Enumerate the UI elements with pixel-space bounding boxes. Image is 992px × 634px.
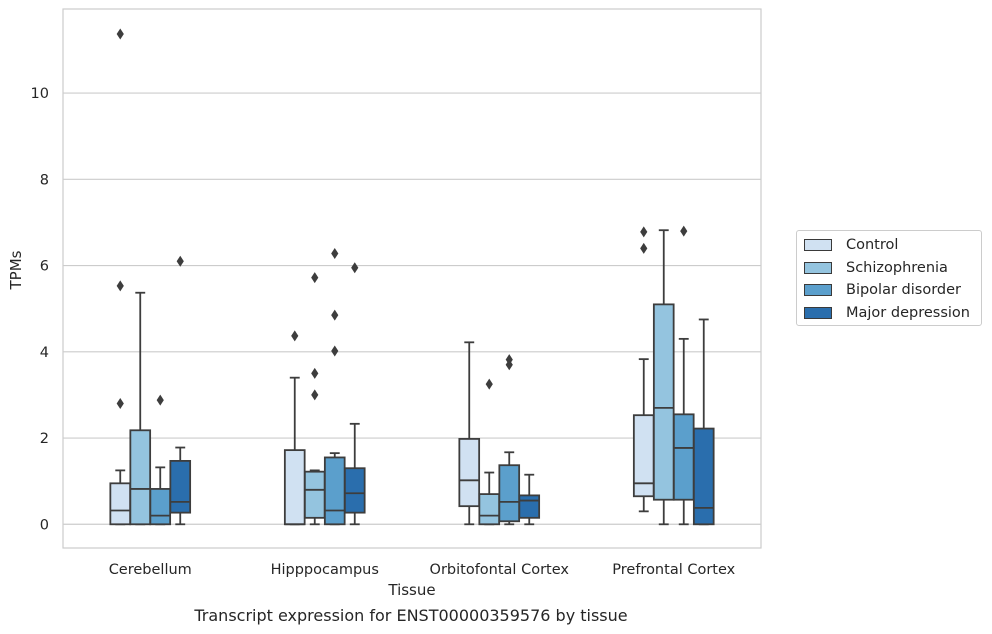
- box-bipolar-disorder-cerebellum: [149, 488, 172, 526]
- box-bipolar-disorder-orbitofontal-cortex: [498, 464, 521, 523]
- outlier-bipolar-disorder-hipppocampus-0: [331, 345, 339, 357]
- y-tick-label-6: 6: [40, 259, 49, 275]
- outlier-bipolar-disorder-hipppocampus-2: [331, 247, 339, 259]
- outlier-control-cerebellum-2: [116, 28, 124, 40]
- outlier-control-cerebellum-0: [116, 398, 124, 410]
- legend-swatch-bipolar-disorder: [804, 284, 832, 297]
- y-tick-label-2: 2: [40, 431, 49, 447]
- outlier-schizophrenia-orbitofontal-cortex-0: [485, 378, 493, 390]
- outlier-bipolar-disorder-orbitofontal-cortex-1: [505, 354, 513, 366]
- box-major-depression-orbitofontal-cortex: [518, 494, 541, 519]
- series-major-depression: [169, 255, 715, 526]
- outlier-major-depression-hipppocampus-0: [351, 262, 359, 274]
- legend-swatch-schizophrenia: [804, 261, 832, 274]
- outlier-schizophrenia-hipppocampus-2: [311, 272, 319, 284]
- outlier-bipolar-disorder-cerebellum-0: [156, 394, 164, 406]
- y-tick-label-8: 8: [40, 172, 49, 188]
- y-axis-label: TPMs: [7, 250, 25, 290]
- legend-label-major-depression: Major depression: [846, 305, 970, 322]
- box-schizophrenia-prefrontal-cortex: [652, 303, 675, 501]
- y-tick-labels: 0 2 4 6 8 10: [31, 86, 49, 533]
- outlier-schizophrenia-hipppocampus-0: [311, 389, 319, 401]
- box-control-hipppocampus: [283, 449, 306, 526]
- legend-swatch-major-depression: [804, 307, 832, 320]
- series-schizophrenia: [129, 229, 675, 526]
- box-control-orbitofontal-cortex: [458, 438, 481, 508]
- box-bipolar-disorder-prefrontal-cortex: [672, 413, 695, 501]
- legend-swatch-control: [804, 239, 832, 252]
- box-control-cerebellum: [109, 482, 132, 526]
- series-control: [109, 28, 655, 526]
- legend-item-bipolar-disorder: Bipolar disorder: [804, 279, 981, 302]
- box-major-depression-prefrontal-cortex: [692, 427, 715, 526]
- legend-item-schizophrenia: Schizophrenia: [804, 257, 981, 280]
- x-tick-label-orbitofontal-cortex: Orbitofontal Cortex: [430, 562, 570, 578]
- x-tick-label-cerebellum: Cerebellum: [109, 562, 192, 578]
- outlier-major-depression-cerebellum-0: [176, 255, 184, 267]
- x-tick-labels: Cerebellum Hipppocampus Orbitofontal Corte…: [109, 562, 736, 578]
- y-tick-label-0: 0: [40, 517, 49, 533]
- outlier-control-cerebellum-1: [116, 280, 124, 292]
- box-schizophrenia-hipppocampus: [303, 470, 326, 519]
- outlier-bipolar-disorder-hipppocampus-1: [331, 309, 339, 321]
- legend-item-major-depression: Major depression: [804, 302, 981, 325]
- box-major-depression-hipppocampus: [343, 467, 366, 514]
- outlier-bipolar-disorder-prefrontal-cortex-0: [680, 225, 688, 237]
- box-schizophrenia-orbitofontal-cortex: [478, 493, 501, 526]
- box-bipolar-disorder-hipppocampus: [323, 456, 346, 526]
- box-schizophrenia-cerebellum: [129, 429, 152, 526]
- box-series: [109, 28, 715, 526]
- y-tick-label-10: 10: [31, 86, 49, 102]
- legend-label-bipolar-disorder: Bipolar disorder: [846, 282, 961, 299]
- legend-label-schizophrenia: Schizophrenia: [846, 259, 948, 276]
- outlier-control-prefrontal-cortex-0: [640, 242, 648, 254]
- box-major-depression-cerebellum: [169, 459, 192, 514]
- outlier-control-prefrontal-cortex-1: [640, 226, 648, 238]
- series-bipolar-disorder: [149, 225, 695, 526]
- legend: Control Schizophrenia Bipolar disorder M…: [796, 230, 982, 326]
- outlier-control-hipppocampus-0: [291, 330, 299, 342]
- chart-caption: Transcript expression for ENST0000035957…: [194, 606, 628, 625]
- legend-item-control: Control: [804, 234, 981, 257]
- outlier-schizophrenia-hipppocampus-1: [311, 367, 319, 379]
- x-tick-label-hipppocampus: Hipppocampus: [271, 562, 379, 578]
- y-tick-label-4: 4: [40, 345, 49, 361]
- legend-label-control: Control: [846, 237, 899, 254]
- x-axis-label: Tissue: [387, 581, 435, 599]
- x-tick-label-prefrontal-cortex: Prefrontal Cortex: [612, 562, 735, 578]
